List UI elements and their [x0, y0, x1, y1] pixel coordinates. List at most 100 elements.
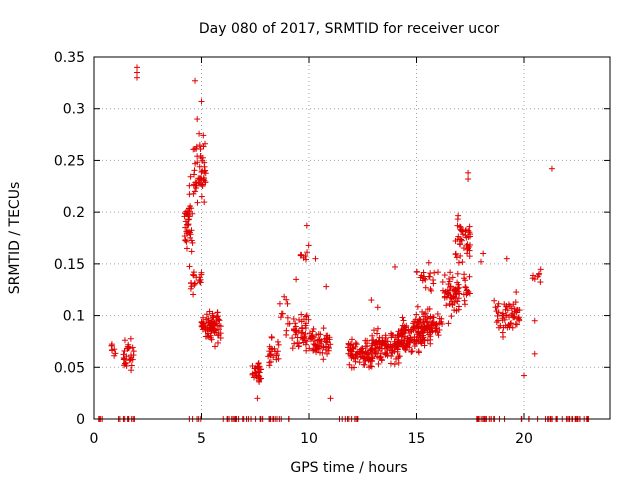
- data-point: [443, 302, 450, 309]
- data-point: [186, 263, 193, 270]
- data-point: [426, 305, 433, 312]
- data-point: [187, 279, 194, 286]
- data-point: [354, 354, 361, 361]
- x-tick-label: 10: [300, 431, 318, 447]
- data-point: [456, 290, 463, 297]
- data-point: [214, 309, 221, 316]
- y-tick-label: 0.35: [54, 50, 85, 66]
- data-point: [432, 325, 439, 332]
- data-point: [449, 274, 456, 281]
- data-point: [423, 318, 430, 325]
- data-point: [315, 331, 322, 338]
- data-point: [300, 254, 307, 261]
- data-point: [134, 64, 140, 71]
- data-point: [408, 348, 415, 355]
- data-point: [418, 340, 425, 347]
- data-point: [430, 314, 437, 321]
- data-point: [419, 334, 426, 341]
- data-point: [452, 237, 459, 244]
- data-point: [188, 248, 195, 255]
- data-point: [128, 362, 135, 369]
- data-point: [493, 308, 500, 315]
- data-point: [303, 313, 310, 320]
- data-point: [411, 337, 418, 344]
- data-point: [396, 353, 403, 360]
- data-point: [424, 337, 431, 344]
- data-point: [461, 297, 468, 304]
- data-point: [422, 276, 429, 283]
- chart-title: Day 080 of 2017, SRMTID for receiver uco…: [199, 21, 500, 37]
- data-point: [531, 317, 538, 324]
- data-point: [509, 310, 516, 317]
- y-tick-label: 0.3: [63, 102, 85, 118]
- data-point: [205, 333, 212, 340]
- data-point: [464, 245, 471, 252]
- data-point: [315, 345, 322, 352]
- data-point: [371, 341, 378, 348]
- data-point: [465, 176, 472, 183]
- data-point: [466, 253, 473, 260]
- data-point: [292, 320, 299, 327]
- data-point: [188, 283, 195, 290]
- data-point: [303, 222, 310, 229]
- data-point: [298, 318, 305, 325]
- data-point: [427, 315, 434, 322]
- plot-frame: [93, 56, 611, 420]
- y-tick-label: 0.1: [63, 309, 85, 325]
- data-point: [185, 221, 192, 228]
- data-point: [374, 304, 381, 311]
- data-point: [313, 349, 320, 356]
- data-point: [424, 324, 431, 331]
- data-point: [454, 298, 461, 305]
- data-point: [289, 335, 296, 342]
- data-point: [308, 332, 315, 339]
- data-point: [352, 340, 359, 347]
- data-point: [436, 326, 443, 333]
- data-point: [415, 349, 422, 356]
- data-point: [292, 331, 299, 338]
- data-point: [361, 361, 368, 368]
- data-point: [503, 255, 510, 262]
- data-point: [548, 165, 555, 172]
- data-point: [200, 176, 207, 183]
- data-point: [206, 326, 213, 333]
- data-point: [513, 289, 520, 296]
- data-point: [198, 271, 205, 278]
- data-point: [537, 266, 544, 273]
- data-point: [195, 179, 202, 186]
- data-point: [211, 323, 218, 330]
- data-point: [213, 329, 220, 336]
- y-tick-label: 0.15: [54, 257, 85, 273]
- data-point: [298, 311, 305, 318]
- data-point: [127, 335, 134, 342]
- data-point: [422, 284, 429, 291]
- data-point: [398, 339, 405, 346]
- data-point: [466, 273, 473, 280]
- data-point: [374, 325, 381, 332]
- data-point: [348, 347, 355, 354]
- data-point: [303, 312, 310, 319]
- data-point: [384, 338, 391, 345]
- data-point: [455, 259, 462, 266]
- data-point: [448, 313, 455, 320]
- data-point: [299, 325, 306, 332]
- data-point: [415, 329, 422, 336]
- data-point: [382, 349, 389, 356]
- data-point: [278, 310, 285, 317]
- data-point: [536, 270, 543, 277]
- data-point: [301, 337, 308, 344]
- data-point: [290, 315, 297, 322]
- data-point: [422, 310, 429, 317]
- data-point: [371, 327, 378, 334]
- data-point: [378, 356, 385, 363]
- data-point: [381, 341, 388, 348]
- data-point: [387, 360, 394, 367]
- data-point: [392, 263, 398, 270]
- axes: 0 0.05 0.1 0.15 0.2 0.25 0.3 0.35 0 5 10 15 20: [54, 50, 610, 447]
- data-point: [182, 236, 189, 243]
- data-point: [516, 317, 523, 324]
- data-point: [447, 269, 454, 276]
- data-point: [421, 275, 428, 282]
- data-point: [367, 363, 374, 370]
